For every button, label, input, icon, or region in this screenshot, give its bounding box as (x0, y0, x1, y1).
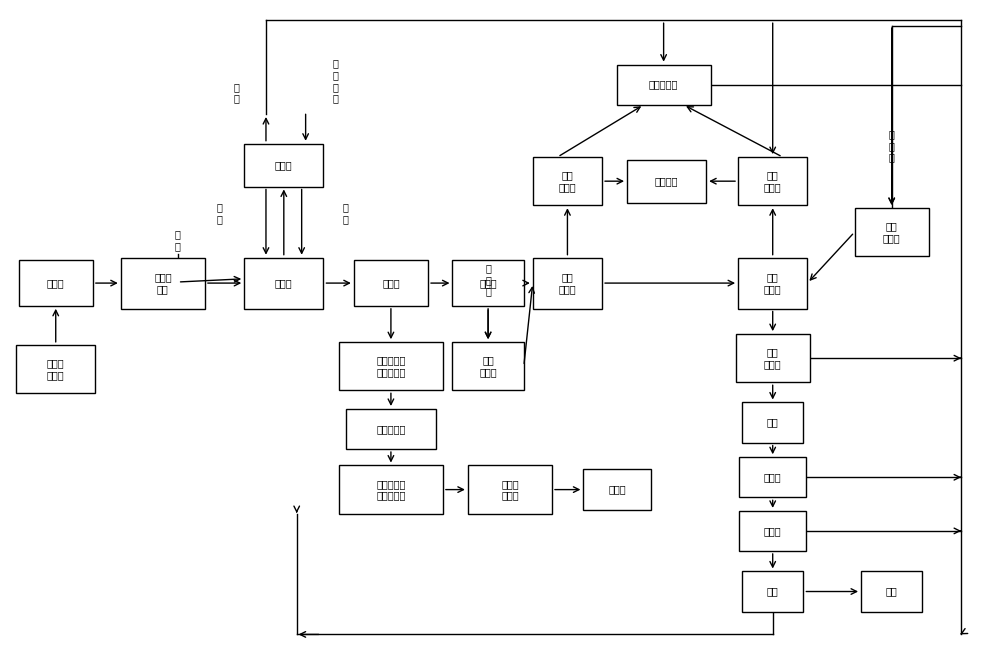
Text: 二级
冷却塔: 二级 冷却塔 (883, 221, 901, 243)
Text: 一级
沉降罐: 一级 沉降罐 (559, 170, 576, 192)
Bar (452, 260, 524, 306)
Text: 换热器: 换热器 (275, 160, 293, 170)
Text: 木醋液
喷淋罐: 木醋液 喷淋罐 (501, 479, 519, 500)
Text: 焦油储罐: 焦油储罐 (655, 176, 678, 186)
Text: 炭化炉: 炭化炉 (275, 278, 293, 288)
Text: 助
燃
空
气: 助 燃 空 气 (332, 59, 338, 104)
Bar (354, 260, 428, 306)
Text: 生物质
颗粒料: 生物质 颗粒料 (47, 358, 65, 379)
Bar (244, 143, 323, 186)
Bar (855, 208, 929, 256)
Bar (583, 469, 651, 510)
Text: 烟
气: 烟 气 (216, 203, 222, 224)
Bar (742, 402, 803, 443)
Text: 气柜: 气柜 (767, 587, 779, 597)
Bar (627, 160, 706, 203)
Bar (617, 65, 711, 105)
Bar (736, 334, 810, 382)
Text: 缓冲罐: 缓冲罐 (764, 526, 782, 536)
Text: 皮带秆: 皮带秆 (47, 278, 65, 288)
Text: 外供: 外供 (886, 587, 898, 597)
Text: 新
鲜
水: 新 鲜 水 (485, 263, 491, 297)
Bar (121, 258, 205, 308)
Bar (339, 342, 443, 391)
Text: 一级
喷淋塔: 一级 喷淋塔 (559, 273, 576, 294)
Text: 木醋液储罐: 木醋液储罐 (649, 80, 678, 89)
Bar (739, 511, 806, 551)
Text: 一级水冷式
螺旋输送机: 一级水冷式 螺旋输送机 (376, 355, 406, 377)
Text: 一级
冷却塔: 一级 冷却塔 (479, 355, 497, 377)
Text: 液封罐: 液封罐 (764, 472, 782, 482)
Text: 空
气: 空 气 (342, 203, 348, 224)
Bar (468, 466, 552, 514)
Bar (738, 157, 807, 205)
Bar (739, 457, 806, 497)
Bar (533, 258, 602, 308)
Text: 氮
气: 氮 气 (175, 230, 181, 251)
Bar (244, 258, 323, 308)
Bar (16, 345, 95, 393)
Bar (339, 466, 443, 514)
Text: 风机: 风机 (767, 417, 779, 428)
Text: 二级水冷式
螺旋输送机: 二级水冷式 螺旋输送机 (376, 479, 406, 500)
Text: 螺旋进
料机: 螺旋进 料机 (154, 273, 172, 294)
Text: 烟
气: 烟 气 (233, 82, 239, 104)
Bar (533, 157, 602, 205)
Bar (346, 409, 436, 449)
Text: 沉降室: 沉降室 (382, 278, 400, 288)
Bar (19, 260, 93, 306)
Text: 新
鲜
水: 新 鲜 水 (889, 129, 895, 162)
Text: 二级
沉降罐: 二级 沉降罐 (764, 170, 782, 192)
Bar (452, 342, 524, 391)
Text: 包装袋: 包装袋 (608, 484, 626, 495)
Text: 除尘器: 除尘器 (479, 278, 497, 288)
Bar (861, 571, 922, 612)
Bar (738, 258, 807, 308)
Bar (742, 571, 803, 612)
Text: 夹棍粉碎机: 夹棍粉碎机 (376, 424, 406, 434)
Text: 气液
分离塔: 气液 分离塔 (764, 348, 782, 369)
Text: 二级
喷淋塔: 二级 喷淋塔 (764, 273, 782, 294)
